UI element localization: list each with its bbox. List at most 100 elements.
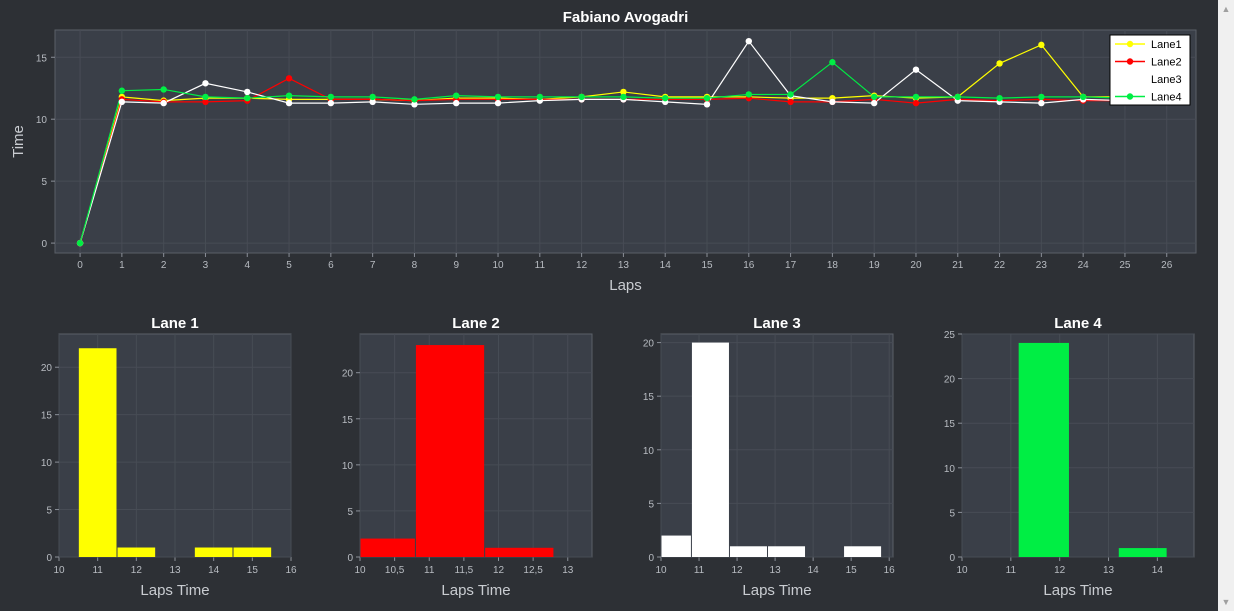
- x-tick-label: 14: [208, 565, 220, 576]
- data-point: [202, 93, 209, 101]
- x-tick-label: 15: [247, 565, 259, 576]
- legend-entry: Lane2: [1151, 57, 1182, 69]
- x-tick-label: 12: [1054, 565, 1066, 576]
- x-tick-label: 9: [453, 260, 459, 271]
- data-point: [662, 94, 669, 102]
- data-point: [453, 92, 460, 99]
- x-tick-label: 1: [119, 260, 125, 271]
- legend-marker: [1126, 40, 1134, 48]
- x-tick-label: 15: [701, 260, 713, 271]
- data-point: [829, 59, 836, 66]
- data-point: [996, 60, 1003, 67]
- data-point: [244, 94, 251, 102]
- data-point: [118, 87, 126, 94]
- y-tick-label: 0: [46, 553, 52, 564]
- data-point: [327, 99, 335, 107]
- x-tick-label: 14: [1152, 565, 1164, 576]
- data-point: [870, 99, 878, 107]
- x-tick-label: 11: [92, 565, 103, 576]
- histogram-bar: [729, 546, 767, 557]
- y-tick-label: 15: [41, 411, 53, 422]
- data-point: [494, 99, 502, 107]
- x-tick-label: 13: [169, 565, 181, 576]
- y-tick-label: 10: [342, 461, 354, 472]
- histogram-title: Lane 1: [151, 315, 199, 332]
- legend-entry: Lane4: [1151, 92, 1182, 104]
- y-tick-label: 5: [949, 508, 955, 519]
- x-tick-label: 12,5: [523, 565, 543, 576]
- data-point: [787, 91, 794, 98]
- data-point: [1038, 93, 1045, 101]
- y-tick-label: 15: [643, 392, 655, 403]
- data-point: [912, 99, 920, 107]
- histogram-bar: [117, 547, 156, 557]
- y-axis-label: Time: [10, 125, 27, 158]
- data-point: [244, 88, 251, 96]
- x-tick-label: 10,5: [385, 565, 405, 576]
- legend-entry: Lane3: [1151, 74, 1182, 86]
- vertical-scrollbar[interactable]: ▲ ▼: [1218, 0, 1234, 611]
- scroll-up-icon[interactable]: ▲: [1221, 4, 1231, 14]
- x-tick-label: 13: [770, 565, 782, 576]
- x-tick-label: 11: [1006, 565, 1017, 576]
- data-point: [411, 101, 418, 108]
- y-tick-label: 10: [944, 464, 956, 475]
- data-point: [912, 93, 920, 101]
- data-point: [745, 91, 752, 98]
- legend-marker: [1126, 58, 1134, 65]
- histogram-bar: [1018, 342, 1069, 557]
- plot-area: [961, 333, 1195, 558]
- histogram-bar: [661, 535, 691, 557]
- x-tick-label: 10: [354, 565, 366, 576]
- x-tick-label: 17: [785, 260, 797, 271]
- histogram-title: Lane 4: [1054, 315, 1102, 332]
- data-point: [494, 93, 502, 101]
- data-point: [1079, 93, 1087, 101]
- scroll-down-icon[interactable]: ▼: [1221, 597, 1231, 607]
- data-point: [745, 37, 752, 45]
- data-point: [76, 239, 84, 247]
- y-tick-label: 0: [648, 553, 654, 564]
- x-tick-label: 13: [618, 260, 630, 271]
- x-tick-label: 23: [1036, 260, 1048, 271]
- laps-line-chart: 0 1 2 3 4 5 6 7 8 9 10 11 12 13 14 15 16 17 18 19 20 21 22 23 24…: [10, 9, 1197, 294]
- y-tick-label: 0: [41, 239, 47, 250]
- legend-marker: [1126, 75, 1134, 83]
- x-tick-label: 11: [694, 565, 705, 576]
- y-tick-label: 25: [944, 330, 956, 341]
- data-point: [536, 93, 544, 101]
- x-tick-label: 10: [53, 565, 65, 576]
- chart-title: Fabiano Avogadri: [563, 9, 689, 26]
- data-point: [1038, 99, 1045, 107]
- histogram-bar: [78, 348, 117, 557]
- data-point: [954, 93, 961, 101]
- x-axis-label: Laps Time: [441, 582, 510, 599]
- data-point: [829, 98, 836, 106]
- y-tick-label: 20: [41, 363, 53, 374]
- x-tick-label: 13: [1103, 565, 1115, 576]
- x-tick-label: 12: [131, 565, 143, 576]
- x-tick-label: 21: [952, 260, 964, 271]
- y-tick-label: 5: [648, 499, 654, 510]
- y-tick-label: 15: [36, 53, 48, 64]
- legend-entry: Lane1: [1151, 39, 1182, 51]
- data-point: [453, 99, 460, 107]
- x-tick-label: 25: [1119, 260, 1131, 271]
- x-tick-label: 2: [161, 260, 167, 271]
- histogram-bar: [194, 547, 233, 557]
- y-tick-label: 5: [347, 507, 353, 518]
- x-tick-label: 10: [655, 565, 667, 576]
- data-point: [912, 66, 920, 73]
- data-point: [787, 98, 794, 106]
- x-tick-label: 8: [412, 260, 418, 271]
- x-tick-label: 10: [492, 260, 504, 271]
- x-axis-label: Laps: [609, 277, 642, 294]
- x-tick-label: 26: [1161, 260, 1173, 271]
- histogram-bar: [233, 547, 272, 557]
- data-point: [202, 98, 209, 106]
- data-point: [703, 101, 711, 108]
- x-tick-label: 11: [535, 260, 546, 271]
- legend-marker: [1126, 93, 1134, 100]
- x-tick-label: 20: [910, 260, 922, 271]
